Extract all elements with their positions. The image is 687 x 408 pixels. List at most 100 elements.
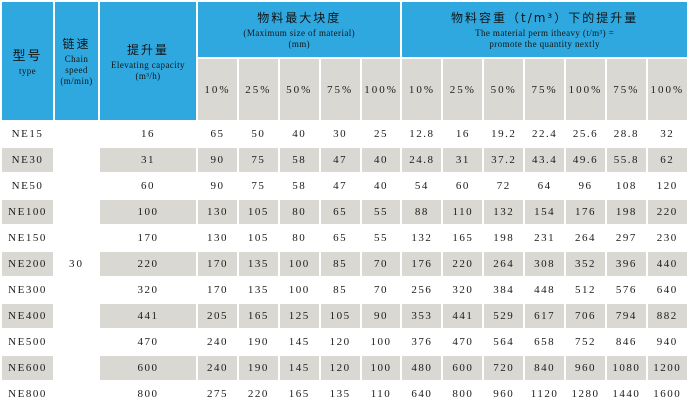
density-capacity-cell-1: 320 [441,276,485,304]
max-size-cell-1: 105 [236,198,280,226]
density-capacity-cell-3: 1120 [523,380,567,408]
col-header-model-cn: 型号 [12,49,43,64]
density-capacity-cell-5: 28.8 [604,120,648,148]
density-capacity-cell-1: 600 [441,354,485,382]
density-capacity-cell-2: 72 [482,172,526,200]
percent-header-11: 100% [645,57,687,122]
max-size-cell-3: 120 [318,328,362,356]
density-capacity-cell-6: 640 [645,276,687,304]
max-size-cell-2: 80 [277,198,321,226]
density-capacity-cell-4: 25.6 [564,120,607,148]
density-capacity-cell-6: 62 [645,146,687,174]
model-cell: NE30 [0,146,55,174]
chain-speed-value: 30 [53,120,100,408]
max-size-cell-0: 90 [196,146,239,174]
col-header-capacity: 提升量 Elevating capacity (m³/h) [98,0,198,122]
density-capacity-cell-6: 32 [645,120,687,148]
density-capacity-cell-1: 800 [441,380,485,408]
density-capacity-cell-6: 120 [645,172,687,200]
max-size-cell-4: 70 [359,276,403,304]
capacity-cell: 470 [98,328,198,356]
max-size-cell-4: 55 [359,198,403,226]
density-capacity-cell-1: 165 [441,224,485,252]
density-capacity-cell-3: 231 [523,224,567,252]
density-capacity-cell-6: 1200 [645,354,687,382]
density-capacity-cell-4: 1280 [564,380,607,408]
max-size-cell-3: 120 [318,354,362,382]
model-cell: NE50 [0,172,55,200]
percent-header-3: 75% [318,57,362,122]
density-capacity-cell-0: 176 [400,250,444,278]
density-capacity-cell-0: 24.8 [400,146,444,174]
max-size-cell-0: 65 [196,120,239,148]
table-row-NE50: NE50 60 90 75 58 47 40 54 60 72 64 96 108 120 [0,172,687,200]
max-size-cell-3: 85 [318,250,362,278]
max-size-cell-0: 130 [196,198,239,226]
model-cell: NE800 [0,380,55,408]
density-capacity-cell-3: 617 [523,302,567,330]
density-capacity-cell-2: 264 [482,250,526,278]
max-size-cell-4: 100 [359,328,403,356]
max-size-cell-4: 40 [359,146,403,174]
table-row-NE400: NE400 441 205 165 125 105 90 353 441 529 617 706 794… [0,302,687,330]
max-size-cell-1: 75 [236,172,280,200]
density-capacity-cell-6: 230 [645,224,687,252]
max-size-cell-3: 85 [318,276,362,304]
density-capacity-cell-1: 16 [441,120,485,148]
density-capacity-cell-5: 198 [604,198,648,226]
density-capacity-cell-6: 1600 [645,380,687,408]
max-size-cell-1: 105 [236,224,280,252]
capacity-cell: 60 [98,172,198,200]
density-capacity-cell-2: 19.2 [482,120,526,148]
max-size-cell-3: 47 [318,146,362,174]
density-capacity-cell-0: 256 [400,276,444,304]
density-capacity-cell-4: 176 [564,198,607,226]
table-row-NE500: NE500 470 240 190 145 120 100 376 470 564 658 752 84… [0,328,687,356]
col-header-chain-speed-en: Chain speed (m/min) [60,54,93,86]
col-header-model: 型号 type [0,0,55,122]
percent-header-5: 10% [400,57,444,122]
group-header-density-cn: 物料容重（t/m³）下的提升量 [450,11,639,25]
density-capacity-cell-2: 960 [482,380,526,408]
density-capacity-cell-2: 384 [482,276,526,304]
max-size-cell-0: 90 [196,172,239,200]
max-size-cell-3: 30 [318,120,362,148]
table-row-NE800: NE800 800 275 220 165 135 110 640 800 960 1120 1280… [0,380,687,408]
density-capacity-cell-6: 882 [645,302,687,330]
density-capacity-cell-5: 794 [604,302,648,330]
percent-header-row: 10% 25% 50% 75% 100% 10% 25% 50% 75% 100% 75% 100% [1,57,687,122]
density-capacity-cell-6: 220 [645,198,687,226]
max-size-cell-4: 100 [359,354,403,382]
percent-header-7: 50% [482,57,526,122]
capacity-cell: 31 [98,146,198,174]
max-size-cell-2: 145 [277,328,321,356]
max-size-cell-0: 240 [196,328,239,356]
model-cell: NE500 [0,328,55,356]
density-capacity-cell-1: 31 [441,146,485,174]
density-capacity-cell-0: 88 [400,198,444,226]
max-size-cell-4: 70 [359,250,403,278]
density-capacity-cell-5: 1080 [604,354,648,382]
capacity-cell: 170 [98,224,198,252]
group-header-max-size-cn: 物料最大块度 [257,11,342,25]
max-size-cell-1: 220 [236,380,280,408]
max-size-cell-2: 40 [277,120,321,148]
table-row-NE600: NE600 600 240 190 145 120 100 480 600 720 840 960 10… [0,354,687,382]
density-capacity-cell-2: 529 [482,302,526,330]
group-header-max-size-en: (Maximum size of material) (mm) [243,28,356,49]
density-capacity-cell-4: 706 [564,302,607,330]
density-capacity-cell-3: 43.4 [523,146,567,174]
group-header-density-en: The material perm itheavy (t/m³) = promo… [475,28,615,49]
density-capacity-cell-4: 264 [564,224,607,252]
max-size-cell-1: 165 [236,302,280,330]
max-size-cell-0: 170 [196,250,239,278]
density-capacity-cell-0: 353 [400,302,444,330]
percent-header-9: 100% [564,57,607,122]
max-size-cell-1: 135 [236,250,280,278]
model-cell: NE200 [0,250,55,278]
model-cell: NE150 [0,224,55,252]
density-capacity-cell-2: 564 [482,328,526,356]
density-capacity-cell-1: 470 [441,328,485,356]
table-header: 型号 type 链速 Chain speed (m/min) 提升量 Eleva… [0,0,687,122]
density-capacity-cell-5: 576 [604,276,648,304]
